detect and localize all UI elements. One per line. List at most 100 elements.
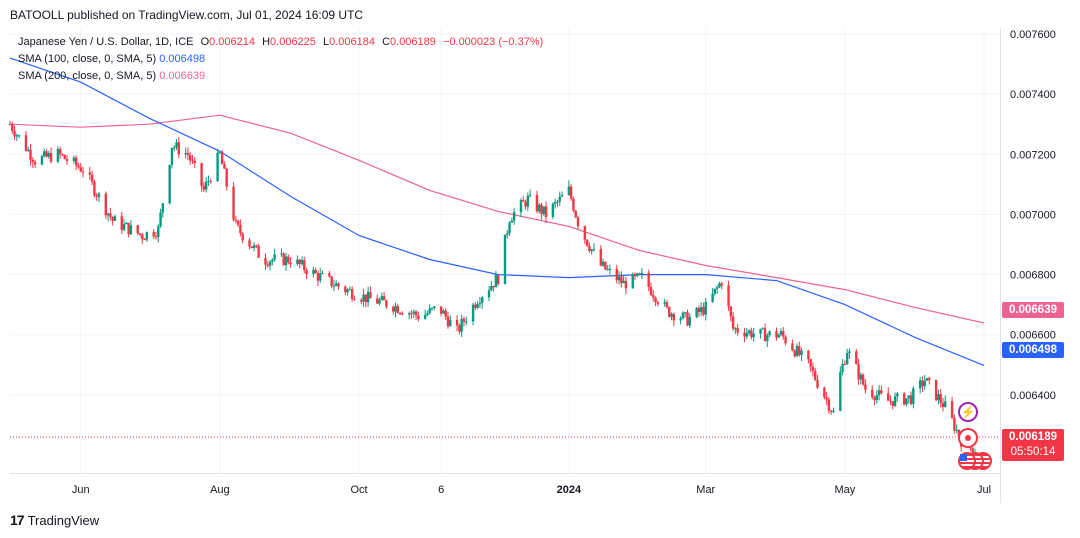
candle-body bbox=[766, 335, 769, 342]
candle-body bbox=[736, 328, 739, 333]
candle-body bbox=[79, 167, 82, 172]
legend-high-key: H bbox=[262, 36, 271, 48]
candle-body bbox=[841, 364, 844, 372]
candle-body bbox=[369, 291, 372, 299]
candle-body bbox=[684, 312, 687, 314]
candle-body bbox=[528, 194, 532, 196]
candle-body bbox=[392, 306, 395, 312]
x-tick-label: 6 bbox=[438, 484, 444, 496]
candle-body bbox=[624, 280, 628, 289]
candle-body bbox=[490, 285, 493, 291]
candle-body bbox=[538, 204, 541, 212]
candle-body bbox=[695, 307, 698, 318]
candle-body bbox=[668, 307, 671, 317]
candle-body bbox=[360, 299, 363, 302]
candle-body bbox=[396, 306, 399, 313]
candle-body bbox=[912, 388, 915, 404]
legend-symbol: Japanese Yen / U.S. Dollar, 1D, ICE bbox=[18, 36, 194, 48]
sma200-label: SMA (200, close, 0, SMA, 5) bbox=[18, 70, 157, 82]
candle-body bbox=[289, 262, 292, 265]
candle-body bbox=[236, 220, 240, 225]
candle-body bbox=[410, 313, 413, 315]
candle-body bbox=[220, 151, 224, 165]
candle-body bbox=[232, 186, 235, 220]
candle-body bbox=[823, 387, 826, 398]
candle-body bbox=[807, 350, 810, 360]
candle-body bbox=[615, 268, 618, 281]
y-axis: 0.007600 0.007400 0.007200 0.007000 0.006800… bbox=[1010, 29, 1056, 402]
candle-body bbox=[620, 276, 623, 284]
x-tick-label: 2024 bbox=[557, 484, 582, 496]
candle-body bbox=[656, 302, 660, 304]
candle-body bbox=[510, 220, 514, 223]
candle-body bbox=[423, 314, 427, 320]
candle-body bbox=[556, 201, 559, 203]
record-icon[interactable] bbox=[958, 428, 978, 448]
candle-body bbox=[503, 234, 507, 285]
candle-body bbox=[775, 331, 778, 338]
candle-body bbox=[300, 260, 304, 264]
sma200-value: 0.006639 bbox=[159, 70, 206, 82]
candle-body bbox=[638, 273, 641, 275]
lightning-icon[interactable]: ⚡ bbox=[958, 402, 978, 422]
legend-close: 0.006189 bbox=[390, 36, 436, 48]
candle-body bbox=[250, 246, 253, 249]
legend-sma200[interactable]: SMA (200, close, 0, SMA, 5) 0.006639 bbox=[18, 70, 205, 82]
candle-body bbox=[202, 186, 206, 190]
candle-body bbox=[382, 296, 386, 301]
candle-body bbox=[442, 310, 445, 314]
x-tick-label: Aug bbox=[210, 484, 230, 496]
candle-body bbox=[314, 269, 317, 274]
candle-body bbox=[122, 224, 126, 230]
candle-body bbox=[321, 273, 324, 275]
candle-body bbox=[855, 351, 858, 365]
candle-body bbox=[255, 245, 258, 247]
candle-body bbox=[681, 312, 685, 319]
candle-body bbox=[471, 304, 475, 322]
last-price-tag: 0.006189 05:50:14 bbox=[1002, 429, 1064, 461]
candle-body bbox=[542, 206, 545, 215]
candle-body bbox=[364, 294, 368, 303]
candle-body bbox=[346, 289, 349, 293]
candle-body bbox=[376, 298, 379, 304]
candle-body bbox=[506, 233, 509, 235]
legend-change: −0.000023 (−0.37%) bbox=[442, 36, 544, 48]
candle-body bbox=[654, 297, 657, 303]
candle-body bbox=[225, 168, 228, 187]
footer-brand[interactable]: 17 TradingView bbox=[10, 512, 99, 528]
us-flag-icon[interactable] bbox=[958, 452, 976, 470]
candle-body bbox=[800, 350, 803, 356]
candle-body bbox=[157, 226, 160, 237]
candle-body bbox=[47, 152, 50, 157]
candle-body bbox=[572, 198, 575, 211]
candle-body bbox=[727, 285, 730, 307]
candle-body bbox=[362, 294, 365, 302]
candle-body bbox=[111, 217, 114, 221]
last-price-value: 0.006189 bbox=[1009, 431, 1057, 443]
candle-body bbox=[273, 254, 276, 260]
candle-body bbox=[61, 154, 64, 156]
candle-body bbox=[455, 319, 459, 326]
candle-body bbox=[394, 306, 397, 312]
candle-body bbox=[540, 204, 543, 215]
candle-body bbox=[859, 374, 863, 380]
y-tick-label: 0.006600 bbox=[1010, 330, 1056, 342]
y-tick-label: 0.007200 bbox=[1010, 149, 1056, 161]
sma100-value: 0.006498 bbox=[159, 53, 206, 65]
brand-name: TradingView bbox=[27, 512, 100, 528]
candle-body bbox=[686, 312, 689, 326]
candle-body bbox=[13, 130, 16, 137]
candle-body bbox=[414, 311, 418, 316]
candle-body bbox=[95, 195, 98, 197]
candle-body bbox=[191, 160, 194, 162]
legend-sma100[interactable]: SMA (100, close, 0, SMA, 5) 0.006498 bbox=[18, 53, 205, 65]
candle-body bbox=[113, 216, 117, 221]
candle-body bbox=[446, 316, 450, 327]
candle-body bbox=[711, 293, 714, 302]
candle-body bbox=[583, 226, 587, 240]
candle-body bbox=[793, 350, 796, 357]
candle-body bbox=[334, 283, 338, 286]
candle-body bbox=[839, 371, 842, 411]
candle-body bbox=[585, 239, 589, 246]
candle-body bbox=[971, 447, 974, 455]
